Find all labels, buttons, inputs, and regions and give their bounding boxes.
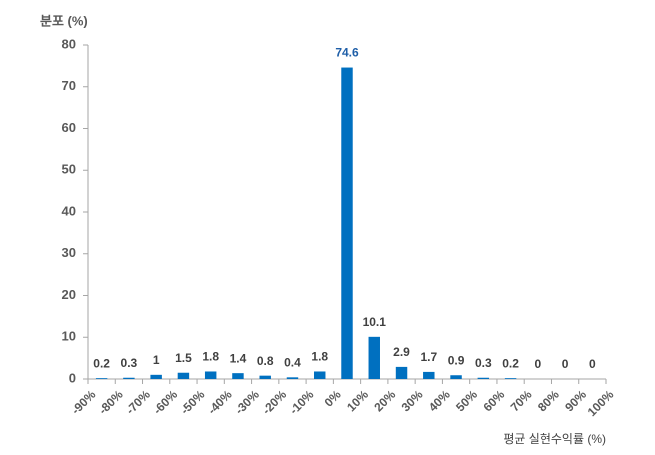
y-tick-label: 20 — [62, 287, 76, 302]
x-tick-label: 20% — [371, 387, 398, 414]
value-label: 1.8 — [311, 350, 328, 364]
x-tick-label: -80% — [96, 387, 126, 417]
value-label: 1.5 — [175, 351, 192, 365]
bar — [95, 378, 108, 379]
y-tick-label: 50 — [62, 162, 76, 177]
value-label: 74.6 — [335, 46, 359, 60]
x-tick-label: 30% — [399, 387, 426, 414]
bar — [123, 377, 135, 379]
x-tick-label: 100% — [585, 387, 617, 419]
x-axis-label: 평균 실현수익률 (%) — [503, 432, 606, 446]
x-tick-label: 70% — [508, 387, 535, 414]
x-tick-label: 40% — [426, 387, 453, 414]
value-label: 0.3 — [475, 356, 492, 370]
bar — [504, 378, 517, 379]
x-tick-label: -40% — [205, 387, 235, 417]
value-label: 0.3 — [121, 356, 138, 370]
y-tick-label: 10 — [62, 329, 76, 344]
value-label: 0 — [562, 357, 569, 371]
x-tick-label: -60% — [150, 387, 180, 417]
x-tick-label: -30% — [232, 387, 262, 417]
bar — [395, 366, 408, 379]
value-label: 1 — [153, 353, 160, 367]
value-label: 0.4 — [284, 356, 301, 370]
y-tick-label: 70 — [62, 78, 76, 93]
bar — [368, 336, 380, 379]
x-tick-label: 10% — [344, 387, 371, 414]
x-tick-label: 80% — [535, 387, 562, 414]
value-label: 0.9 — [448, 353, 465, 367]
y-tick-label: 30 — [62, 245, 76, 260]
x-tick-label: 60% — [480, 387, 507, 414]
bar — [314, 371, 326, 379]
bar — [177, 372, 190, 379]
value-label: 1.8 — [202, 350, 219, 364]
x-tick-label: -50% — [178, 387, 208, 417]
y-tick-label: 60 — [62, 120, 76, 135]
bar — [477, 377, 490, 379]
value-label: 10.1 — [363, 315, 387, 329]
bar — [259, 375, 271, 379]
bar — [450, 375, 462, 379]
x-tick-label: -20% — [259, 387, 289, 417]
value-label: 0 — [534, 357, 541, 371]
y-tick-label: 0 — [69, 370, 76, 385]
x-tick-label: 0% — [322, 387, 344, 409]
x-tick-label: -70% — [123, 387, 153, 417]
x-tick-label: -10% — [287, 387, 317, 417]
value-label: 0.8 — [257, 354, 274, 368]
value-label: 1.4 — [230, 351, 247, 365]
bar — [150, 374, 162, 379]
y-tick-label: 40 — [62, 203, 76, 218]
bar — [341, 67, 353, 380]
value-label: 0.2 — [93, 356, 110, 370]
bar — [204, 371, 217, 379]
value-label: 2.9 — [393, 345, 410, 359]
bar — [286, 377, 299, 379]
y-axis-label: 분포 (%) — [40, 13, 88, 28]
y-tick-label: 80 — [62, 36, 76, 51]
value-label: 1.7 — [420, 350, 437, 364]
value-label: 0 — [589, 357, 596, 371]
bar — [232, 373, 244, 379]
bar — [423, 371, 435, 379]
x-tick-label: 50% — [453, 387, 480, 414]
value-label: 0.2 — [502, 356, 519, 370]
x-tick-label: -90% — [69, 387, 99, 417]
